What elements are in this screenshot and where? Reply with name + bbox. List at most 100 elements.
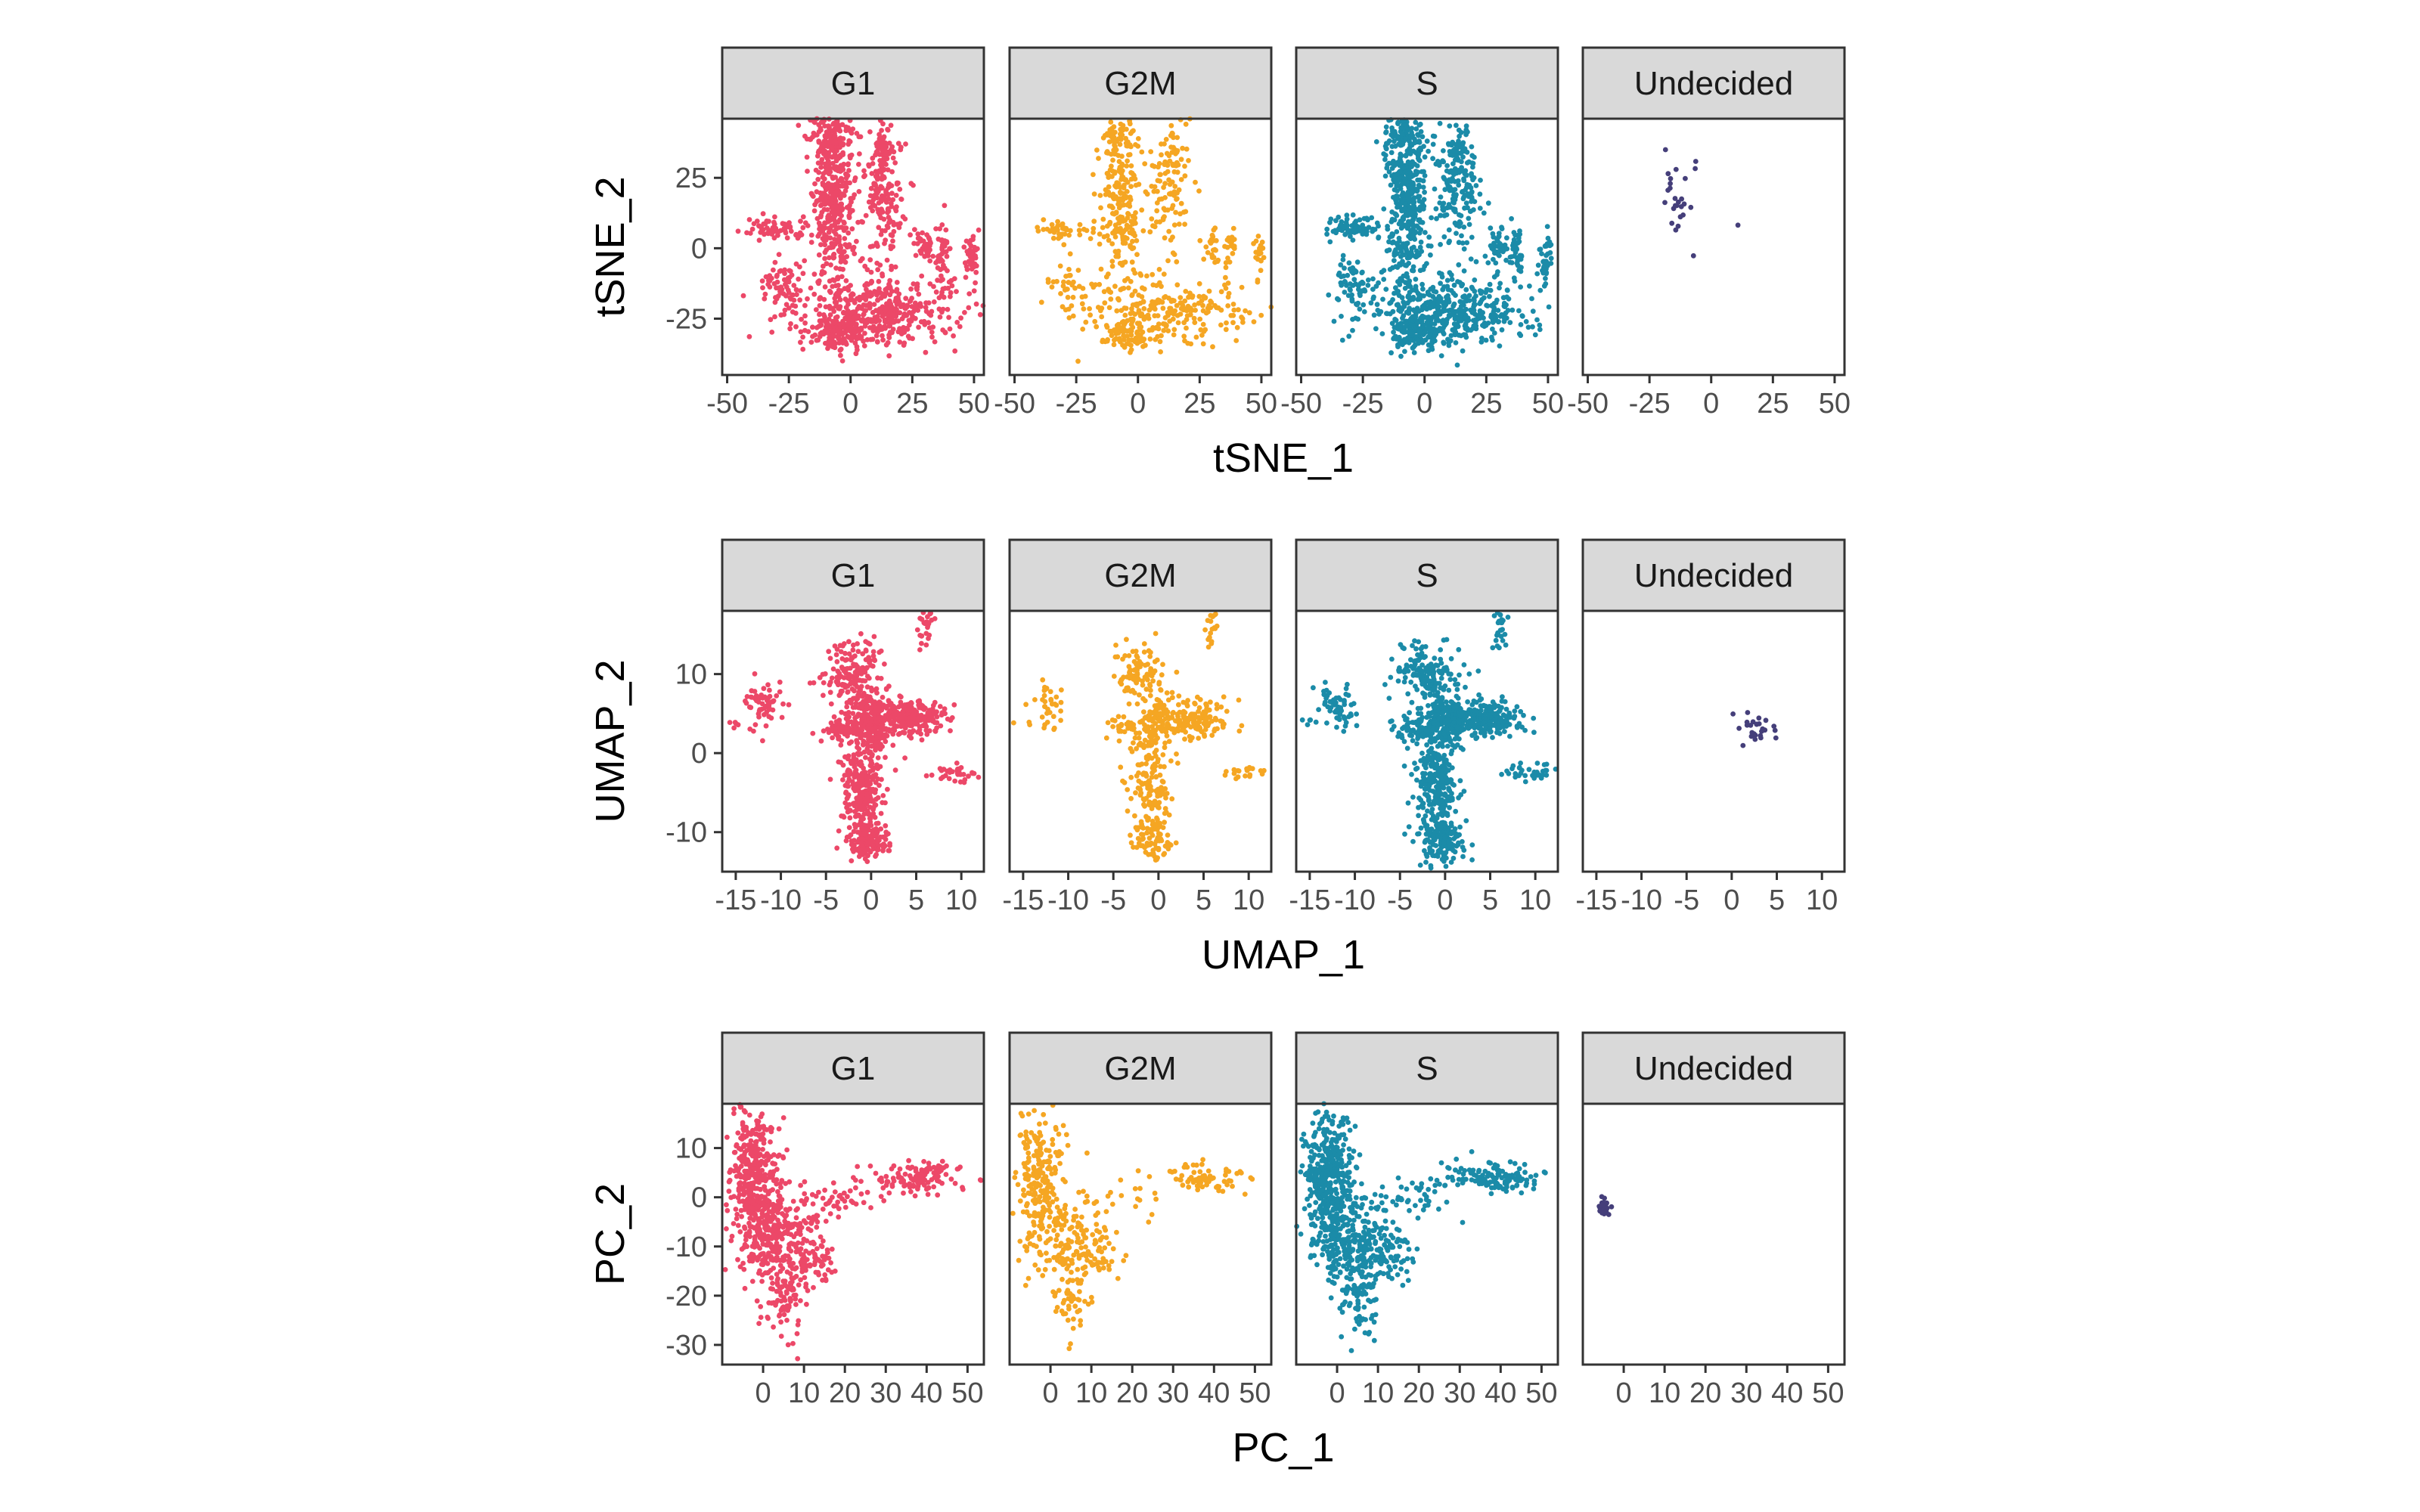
y-tick-label: -25 — [666, 303, 707, 335]
data-point — [1410, 148, 1416, 154]
data-point — [749, 688, 755, 694]
data-point — [808, 232, 814, 238]
data-point — [892, 714, 897, 720]
data-point — [1156, 164, 1161, 170]
data-point — [880, 793, 886, 798]
data-point — [845, 230, 852, 236]
data-point — [897, 221, 903, 227]
data-point — [1172, 184, 1178, 189]
data-point — [1516, 267, 1522, 273]
data-point — [1497, 240, 1503, 246]
data-point — [874, 175, 880, 181]
data-point — [888, 246, 894, 252]
data-point — [1516, 235, 1522, 241]
data-point — [827, 132, 833, 138]
data-point — [1350, 317, 1355, 322]
data-point — [1147, 229, 1153, 235]
data-point — [1413, 126, 1419, 132]
data-point — [885, 225, 891, 231]
data-point — [879, 135, 884, 141]
data-point — [881, 216, 887, 222]
data-point — [1075, 358, 1081, 364]
data-point — [867, 839, 873, 845]
data-point — [794, 292, 799, 297]
data-point — [1463, 314, 1469, 321]
data-point — [923, 642, 929, 648]
data-point — [847, 180, 852, 186]
data-point — [930, 253, 936, 259]
data-point — [929, 334, 935, 340]
data-point — [1096, 156, 1101, 161]
data-point — [863, 697, 869, 703]
data-point — [1435, 299, 1441, 305]
data-point — [765, 230, 771, 236]
data-point — [1400, 259, 1405, 265]
data-point — [1183, 209, 1189, 215]
data-point — [1128, 197, 1134, 203]
data-point — [1168, 305, 1174, 311]
data-point — [948, 293, 953, 299]
data-point — [929, 772, 935, 778]
data-point — [1438, 327, 1444, 333]
data-point — [858, 631, 864, 637]
data-point — [1106, 191, 1111, 197]
data-point — [876, 733, 883, 739]
data-point — [869, 171, 875, 176]
data-point — [926, 632, 932, 638]
data-point — [1087, 312, 1093, 318]
data-point — [1200, 341, 1206, 347]
data-point — [1532, 332, 1538, 338]
data-point — [892, 264, 898, 270]
data-point — [954, 761, 960, 766]
data-point — [881, 167, 886, 173]
data-point — [1463, 332, 1469, 338]
x-tick-label: -25 — [1342, 388, 1384, 420]
data-point — [1255, 277, 1261, 283]
data-point — [829, 147, 835, 152]
data-point — [1229, 238, 1235, 244]
data-point — [873, 725, 879, 730]
data-point — [1459, 233, 1464, 239]
data-point — [1692, 159, 1699, 164]
data-point — [1546, 304, 1552, 310]
facet-strip-label: G1 — [831, 557, 876, 594]
data-point — [839, 201, 845, 207]
data-point — [833, 265, 839, 271]
data-point — [1135, 144, 1141, 149]
data-point — [864, 794, 870, 800]
data-point — [1236, 307, 1241, 313]
data-point — [861, 826, 867, 832]
data-point — [1426, 299, 1432, 305]
data-point — [898, 712, 904, 717]
data-point — [815, 337, 821, 343]
data-point — [817, 311, 823, 317]
data-point — [1223, 265, 1229, 271]
data-point — [783, 293, 789, 299]
data-point — [1079, 301, 1085, 307]
data-point — [880, 333, 885, 339]
data-point — [858, 820, 864, 826]
data-point — [1451, 282, 1457, 288]
data-point — [1413, 277, 1419, 282]
data-point — [1084, 228, 1090, 234]
data-point — [893, 193, 899, 198]
data-point — [832, 222, 838, 227]
data-point — [916, 324, 921, 330]
x-tick-label: 50 — [1819, 388, 1851, 420]
data-point — [857, 783, 863, 789]
data-point — [836, 283, 841, 288]
data-point — [1462, 293, 1468, 299]
data-point — [1098, 205, 1103, 211]
data-point — [885, 127, 891, 133]
data-point — [1162, 235, 1168, 241]
data-point — [874, 339, 880, 345]
data-point — [966, 291, 973, 296]
data-point — [788, 228, 794, 234]
data-point — [1430, 156, 1435, 162]
data-point — [1253, 255, 1258, 260]
data-point — [1146, 315, 1152, 321]
data-point — [864, 302, 869, 308]
data-point — [1408, 315, 1414, 321]
data-point — [1460, 348, 1466, 354]
data-point — [908, 317, 914, 323]
